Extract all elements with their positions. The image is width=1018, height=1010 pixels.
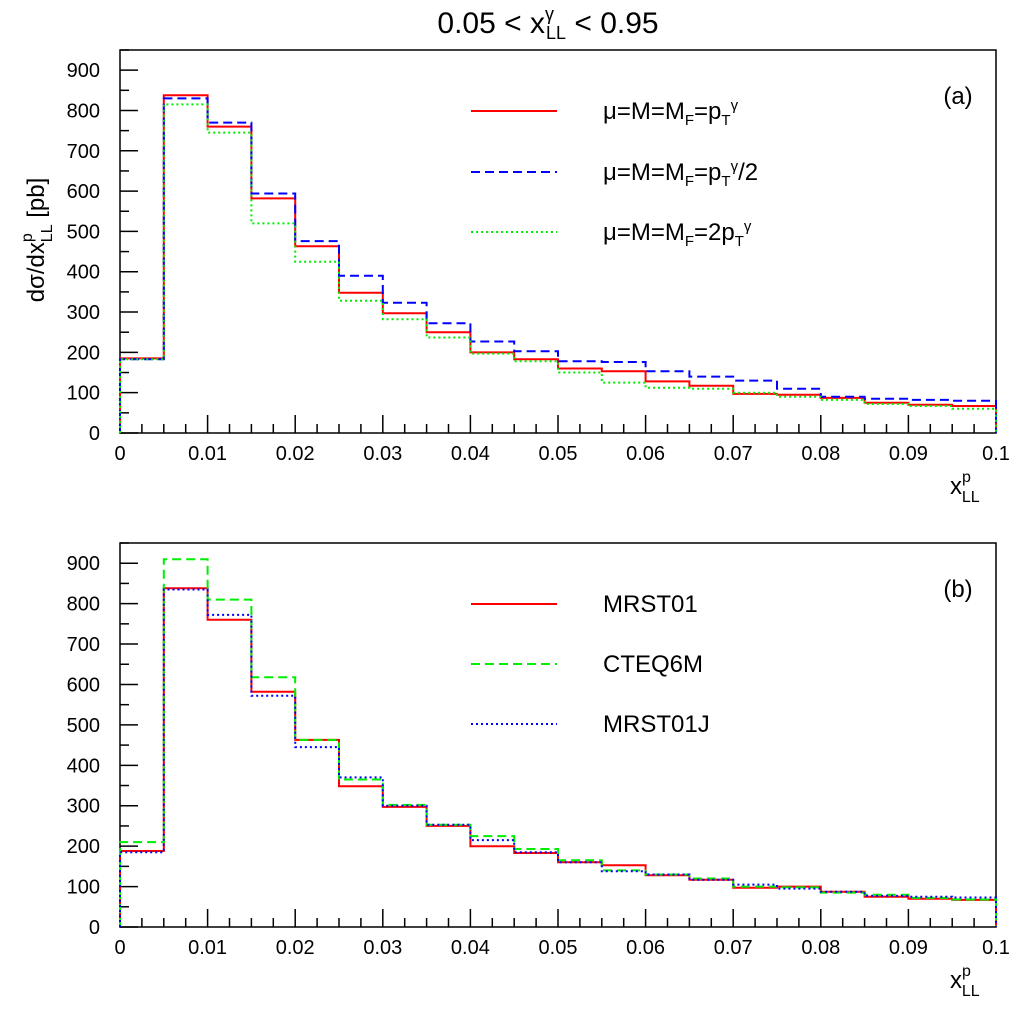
y-tick-label: 800 [67,594,100,616]
y-tick-label: 400 [67,262,100,284]
x-tick-label: 0.06 [626,443,665,465]
series-line-2 [119,558,997,927]
x-tick-label: 0.09 [889,443,928,465]
x-tick-label: 0.1 [982,937,1010,959]
y-tick-label: 200 [67,836,100,858]
legend-label: MRST01J [603,711,710,738]
legend-label: MRST01 [603,591,698,618]
legend-label: μ=M=MF=pTγ [603,97,739,129]
y-tick-label: 600 [67,674,100,696]
y-tick-label: 400 [67,755,100,777]
series-line-2 [119,97,997,433]
chart-title: 0.05 < xγ LL < 0.95 [437,4,658,43]
y-tick-label: 100 [67,877,100,899]
x-tick-label: 0.04 [451,443,490,465]
panel-label: (a) [943,83,972,110]
x-tick-label: 0.05 [539,937,578,959]
x-tick-label: 0.05 [539,443,578,465]
plot-frame [119,49,997,434]
x-tick-label: 0.07 [714,937,753,959]
y-tick-label: 500 [67,221,100,243]
y-tick-label: 700 [67,634,100,656]
x-tick-label: 0.1 [982,443,1010,465]
x-tick-label: 0.02 [276,937,315,959]
y-axis-label: dσ/dxp LL [pb] [19,178,56,303]
legend-label: μ=M=MF=2pTγ [603,218,752,250]
x-tick-label: 0.03 [363,443,402,465]
x-tick-label: 0.07 [714,443,753,465]
y-tick-label: 600 [67,181,100,203]
x-tick-label: 0.02 [276,443,315,465]
y-tick-label: 0 [89,423,100,445]
y-tick-label: 300 [67,796,100,818]
x-tick-label: 0 [114,937,125,959]
legend-label: μ=M=MF=pTγ/2 [603,158,758,190]
x-tick-label: 0.08 [801,443,840,465]
x-tick-label: 0 [114,443,125,465]
panel-b: 0 0.01 0.02 0.03 0.04 0.05 0.06 0.07 0.08 0.09 0.1… [67,542,1010,1000]
x-tick-label: 0.09 [889,937,928,959]
x-tick-label: 0.08 [801,937,840,959]
legend-label: CTEQ6M [603,651,703,678]
y-tick-label: 300 [67,302,100,324]
y-tick-label: 700 [67,141,100,163]
x-tick-label: 0.01 [188,937,227,959]
x-tick-label: 0.06 [626,937,665,959]
series-line-3 [119,588,997,927]
y-tick-label: 200 [67,342,100,364]
y-tick-label: 100 [67,383,100,405]
panel-label: (b) [943,576,972,603]
y-tick-label: 900 [67,553,100,575]
y-tick-label: 900 [67,60,100,82]
x-tick-label: 0.03 [363,937,402,959]
x-tick-label: 0.01 [188,443,227,465]
x-axis-label: xp LL [950,963,980,1000]
x-axis-label: xp LL [950,469,980,506]
panel-a: 0 0.01 0.02 0.03 0.04 0.05 0.06 0.07 0.08 0.09 0.1… [19,49,1010,506]
y-tick-label: 800 [67,100,100,122]
x-tick-label: 0.04 [451,937,490,959]
y-tick-label: 0 [89,917,100,939]
y-tick-label: 500 [67,715,100,737]
